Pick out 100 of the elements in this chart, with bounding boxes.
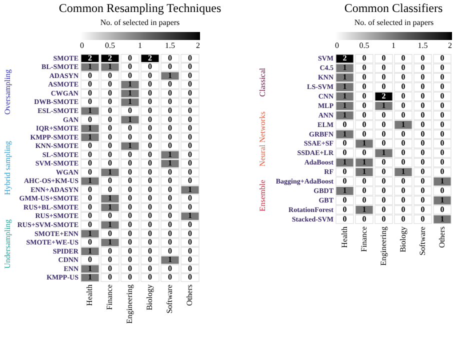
x-tick-label: Health — [85, 284, 94, 306]
data-label: 0 — [382, 176, 386, 186]
data-label: 0 — [108, 150, 112, 159]
data-label: 0 — [148, 97, 152, 106]
data-label: 0 — [168, 228, 172, 238]
data-label: 1 — [108, 167, 112, 176]
data-label: 0 — [128, 176, 132, 186]
data-label: 0 — [108, 80, 112, 89]
color-bar-label: 0 — [80, 41, 84, 50]
data-label: 1 — [342, 63, 347, 72]
data-label: 0 — [362, 110, 366, 120]
color-bar-label: 1 — [392, 41, 396, 50]
data-label: 0 — [188, 194, 192, 203]
data-label: 0 — [188, 114, 192, 124]
data-label: 0 — [440, 100, 444, 110]
data-label: 0 — [148, 202, 152, 212]
data-label: 0 — [382, 167, 386, 176]
data-label: 0 — [440, 138, 444, 148]
data-label: 0 — [168, 53, 172, 62]
data-label: 1 — [128, 80, 132, 89]
data-label: 0 — [148, 132, 152, 142]
data-label: 0 — [342, 138, 347, 148]
color-bar-label: 2 — [448, 41, 452, 50]
chart-title: Common Resampling Techniques — [58, 1, 222, 15]
data-label: 0 — [88, 238, 92, 247]
data-label: 0 — [108, 88, 112, 98]
data-label: 2 — [88, 53, 92, 62]
data-label: 0 — [420, 158, 425, 167]
data-label: 0 — [440, 186, 444, 195]
data-label: 0 — [188, 80, 192, 89]
data-label: 0 — [168, 202, 172, 212]
data-label: 0 — [148, 255, 152, 264]
data-label: 0 — [188, 150, 192, 159]
data-label: 2 — [382, 92, 386, 100]
data-label: 0 — [188, 62, 192, 72]
data-label: 0 — [440, 72, 444, 82]
data-label: 0 — [401, 214, 406, 224]
data-label: 0 — [148, 106, 152, 115]
data-label: 0 — [168, 246, 172, 256]
data-label: 0 — [108, 70, 112, 80]
data-label: 1 — [440, 176, 444, 186]
data-label: 0 — [148, 62, 152, 72]
data-label: 0 — [188, 228, 192, 238]
data-label: 1 — [128, 114, 132, 124]
data-label: 0 — [382, 72, 386, 82]
data-label: 2 — [342, 54, 347, 63]
data-label: 0 — [128, 53, 132, 62]
data-label: 0 — [168, 106, 172, 115]
data-label: 0 — [168, 114, 172, 124]
data-label: 0 — [88, 141, 92, 150]
color-bar-label: 0.5 — [105, 41, 115, 50]
data-label: 0 — [362, 214, 366, 224]
data-label: 0 — [188, 88, 192, 98]
data-label: 0 — [382, 120, 386, 129]
data-label: 0 — [128, 150, 132, 159]
data-label: 0 — [128, 211, 132, 220]
data-label: 0 — [88, 167, 92, 176]
x-tick-label: Engineering — [378, 226, 388, 266]
data-label: 0 — [362, 100, 366, 110]
data-label: 0 — [168, 141, 172, 150]
color-bar-label: 1 — [138, 41, 142, 50]
data-label: 0 — [362, 176, 366, 186]
data-label: 0 — [440, 129, 444, 138]
data-label: 0 — [188, 220, 192, 229]
chart-title: Common Classifiers — [344, 1, 443, 15]
data-label: 1 — [88, 124, 92, 133]
data-label: 0 — [342, 148, 347, 158]
data-label: 0 — [401, 63, 406, 72]
data-label: 0 — [382, 63, 386, 72]
data-label: 0 — [168, 62, 172, 72]
data-label: 1 — [108, 62, 112, 72]
data-label: 1 — [168, 70, 172, 80]
data-label: 2 — [108, 53, 112, 62]
data-label: 0 — [128, 158, 132, 168]
text: Classical — [258, 67, 267, 97]
data-label: 0 — [88, 80, 92, 89]
data-label: 0 — [188, 106, 192, 115]
data-label: 2 — [148, 53, 152, 62]
data-label: 0 — [188, 124, 192, 133]
data-label: 1 — [108, 194, 112, 203]
data-label: 0 — [128, 70, 132, 80]
data-label: 0 — [108, 264, 112, 273]
x-tick-label: Biology — [398, 226, 408, 252]
data-label: 0 — [362, 92, 366, 100]
data-label: 1 — [108, 238, 112, 247]
data-label: 0 — [168, 88, 172, 98]
data-label: 0 — [188, 255, 192, 264]
data-label: 0 — [88, 255, 92, 264]
data-label: 1 — [168, 150, 172, 159]
data-label: 1 — [342, 186, 347, 195]
data-label: 1 — [88, 106, 92, 115]
data-label: 1 — [108, 220, 112, 229]
data-label: 0 — [148, 141, 152, 150]
data-label: 1 — [362, 204, 366, 214]
data-label: 0 — [382, 186, 386, 195]
data-label: 0 — [88, 97, 92, 106]
data-label: 0 — [342, 176, 347, 186]
data-label: 1 — [362, 138, 366, 148]
data-label: 0 — [440, 158, 444, 167]
x-tick-label: Engineering — [125, 284, 134, 324]
